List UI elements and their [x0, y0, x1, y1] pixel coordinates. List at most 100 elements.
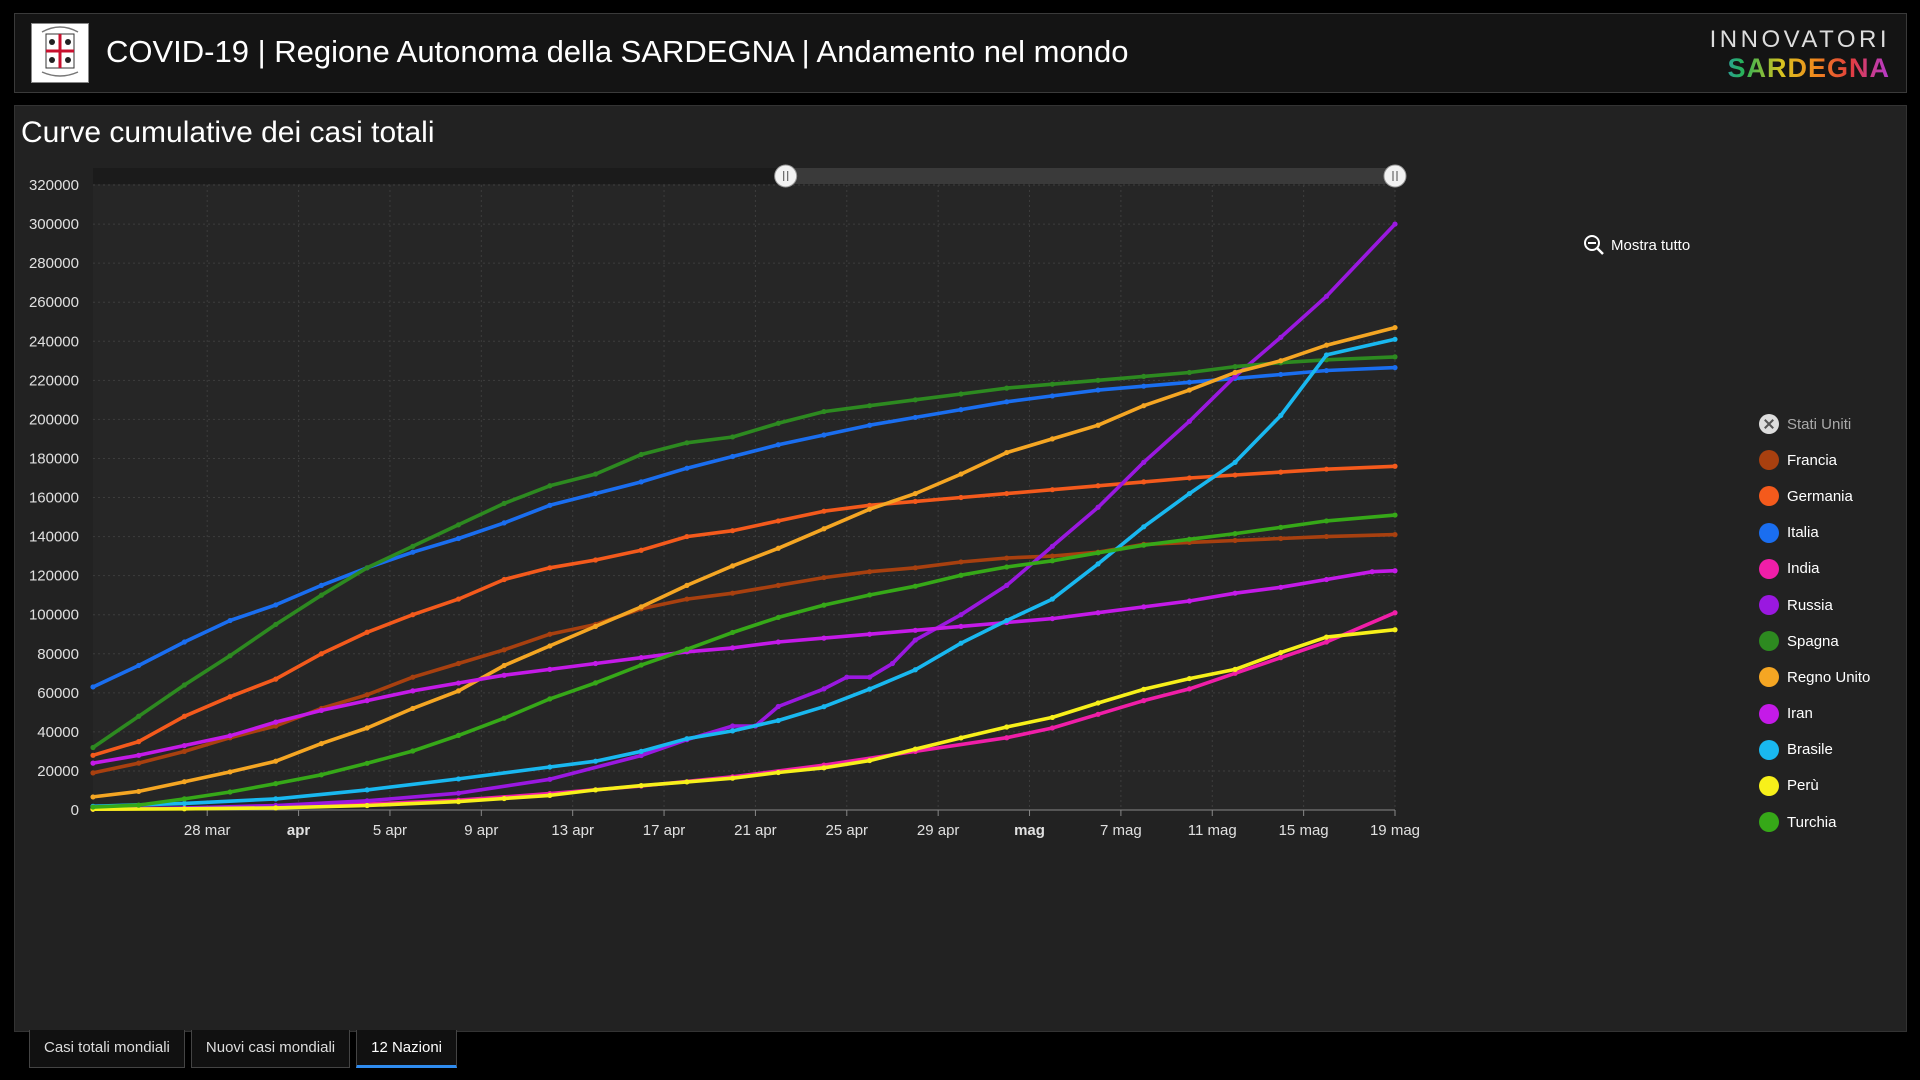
- data-point[interactable]: [364, 760, 370, 766]
- data-point[interactable]: [867, 403, 873, 409]
- legend-item-stati-uniti[interactable]: Stati Uniti: [1759, 406, 1870, 442]
- data-point[interactable]: [227, 694, 233, 700]
- data-point[interactable]: [547, 666, 553, 672]
- data-point[interactable]: [318, 651, 325, 657]
- data-point[interactable]: [729, 434, 736, 440]
- data-point[interactable]: [775, 518, 781, 524]
- data-point[interactable]: [455, 790, 462, 796]
- data-point[interactable]: [1141, 524, 1147, 530]
- data-point[interactable]: [1004, 399, 1010, 405]
- tab-12-nazioni[interactable]: 12 Nazioni: [356, 1030, 458, 1068]
- data-point[interactable]: [90, 804, 96, 810]
- data-point[interactable]: [455, 660, 462, 667]
- data-point[interactable]: [273, 723, 279, 729]
- data-point[interactable]: [136, 713, 142, 719]
- data-point[interactable]: [775, 545, 781, 551]
- data-point[interactable]: [1095, 700, 1101, 706]
- data-point[interactable]: [1232, 364, 1238, 370]
- data-point[interactable]: [1392, 354, 1398, 360]
- data-point[interactable]: [181, 742, 187, 749]
- data-point[interactable]: [638, 604, 644, 610]
- data-point[interactable]: [1278, 358, 1284, 364]
- reset-zoom-button[interactable]: Mostra tutto: [1583, 234, 1690, 256]
- data-point[interactable]: [1323, 352, 1330, 358]
- data-point[interactable]: [638, 752, 644, 759]
- data-point[interactable]: [1278, 584, 1284, 590]
- data-point[interactable]: [455, 732, 462, 738]
- data-point[interactable]: [775, 442, 781, 448]
- data-point[interactable]: [410, 674, 416, 680]
- data-point[interactable]: [181, 806, 187, 812]
- data-point[interactable]: [1049, 543, 1055, 549]
- data-point[interactable]: [547, 631, 553, 637]
- data-point[interactable]: [844, 674, 850, 680]
- data-point[interactable]: [227, 789, 233, 795]
- data-point[interactable]: [364, 725, 370, 731]
- legend-item-francia[interactable]: Francia: [1759, 442, 1870, 478]
- data-point[interactable]: [273, 676, 279, 682]
- data-point[interactable]: [1323, 367, 1330, 374]
- series-brasile[interactable]: [90, 336, 1398, 809]
- data-point[interactable]: [501, 662, 507, 669]
- data-point[interactable]: [638, 451, 644, 458]
- data-point[interactable]: [1186, 387, 1193, 393]
- data-point[interactable]: [364, 802, 370, 809]
- data-point[interactable]: [1095, 387, 1101, 393]
- data-point[interactable]: [638, 655, 644, 661]
- data-point[interactable]: [318, 582, 325, 588]
- data-point[interactable]: [1369, 569, 1375, 575]
- range-scrollbar[interactable]: [93, 164, 1407, 188]
- data-point[interactable]: [1049, 714, 1055, 721]
- data-point[interactable]: [1186, 598, 1193, 604]
- data-point[interactable]: [638, 748, 644, 755]
- data-point[interactable]: [775, 420, 781, 426]
- legend-item-brasile[interactable]: Brasile: [1759, 732, 1870, 768]
- data-point[interactable]: [958, 612, 964, 618]
- data-point[interactable]: [958, 559, 964, 565]
- data-point[interactable]: [1323, 342, 1330, 348]
- data-point[interactable]: [273, 758, 279, 764]
- data-point[interactable]: [364, 698, 370, 704]
- data-point[interactable]: [1004, 490, 1010, 497]
- data-point[interactable]: [455, 522, 462, 528]
- data-point[interactable]: [1141, 479, 1147, 485]
- data-point[interactable]: [1095, 483, 1101, 489]
- data-point[interactable]: [867, 506, 873, 512]
- tab-casi-totali-mondiali[interactable]: Casi totali mondiali: [29, 1030, 185, 1068]
- data-point[interactable]: [1323, 533, 1330, 540]
- data-point[interactable]: [181, 639, 187, 645]
- data-point[interactable]: [364, 629, 370, 635]
- tab-nuovi-casi-mondiali[interactable]: Nuovi casi mondiali: [190, 1030, 351, 1068]
- data-point[interactable]: [181, 682, 187, 688]
- data-point[interactable]: [1278, 371, 1284, 378]
- data-point[interactable]: [775, 582, 781, 588]
- data-point[interactable]: [318, 740, 325, 747]
- data-point[interactable]: [1278, 535, 1284, 542]
- data-point[interactable]: [1186, 490, 1193, 497]
- data-point[interactable]: [592, 660, 599, 667]
- data-point[interactable]: [1095, 711, 1101, 717]
- data-point[interactable]: [684, 736, 690, 742]
- data-point[interactable]: [1323, 293, 1330, 299]
- data-point[interactable]: [592, 471, 599, 477]
- data-point[interactable]: [958, 623, 964, 630]
- data-point[interactable]: [1095, 422, 1101, 428]
- data-point[interactable]: [729, 645, 736, 651]
- data-point[interactable]: [1004, 385, 1010, 391]
- data-point[interactable]: [90, 684, 96, 690]
- data-point[interactable]: [1278, 524, 1284, 530]
- data-point[interactable]: [1392, 512, 1398, 518]
- legend-item-india[interactable]: India: [1759, 551, 1870, 587]
- series-line-iran[interactable]: [91, 568, 1397, 765]
- data-point[interactable]: [410, 543, 416, 549]
- data-point[interactable]: [867, 631, 873, 637]
- data-point[interactable]: [318, 592, 325, 598]
- data-point[interactable]: [318, 707, 325, 713]
- data-point[interactable]: [547, 776, 553, 782]
- data-point[interactable]: [912, 565, 918, 571]
- data-point[interactable]: [136, 788, 142, 795]
- legend-item-regno-unito[interactable]: Regno Unito: [1759, 659, 1870, 695]
- data-point[interactable]: [1278, 334, 1284, 340]
- series-regno-unito[interactable]: [90, 324, 1398, 800]
- data-point[interactable]: [364, 787, 370, 793]
